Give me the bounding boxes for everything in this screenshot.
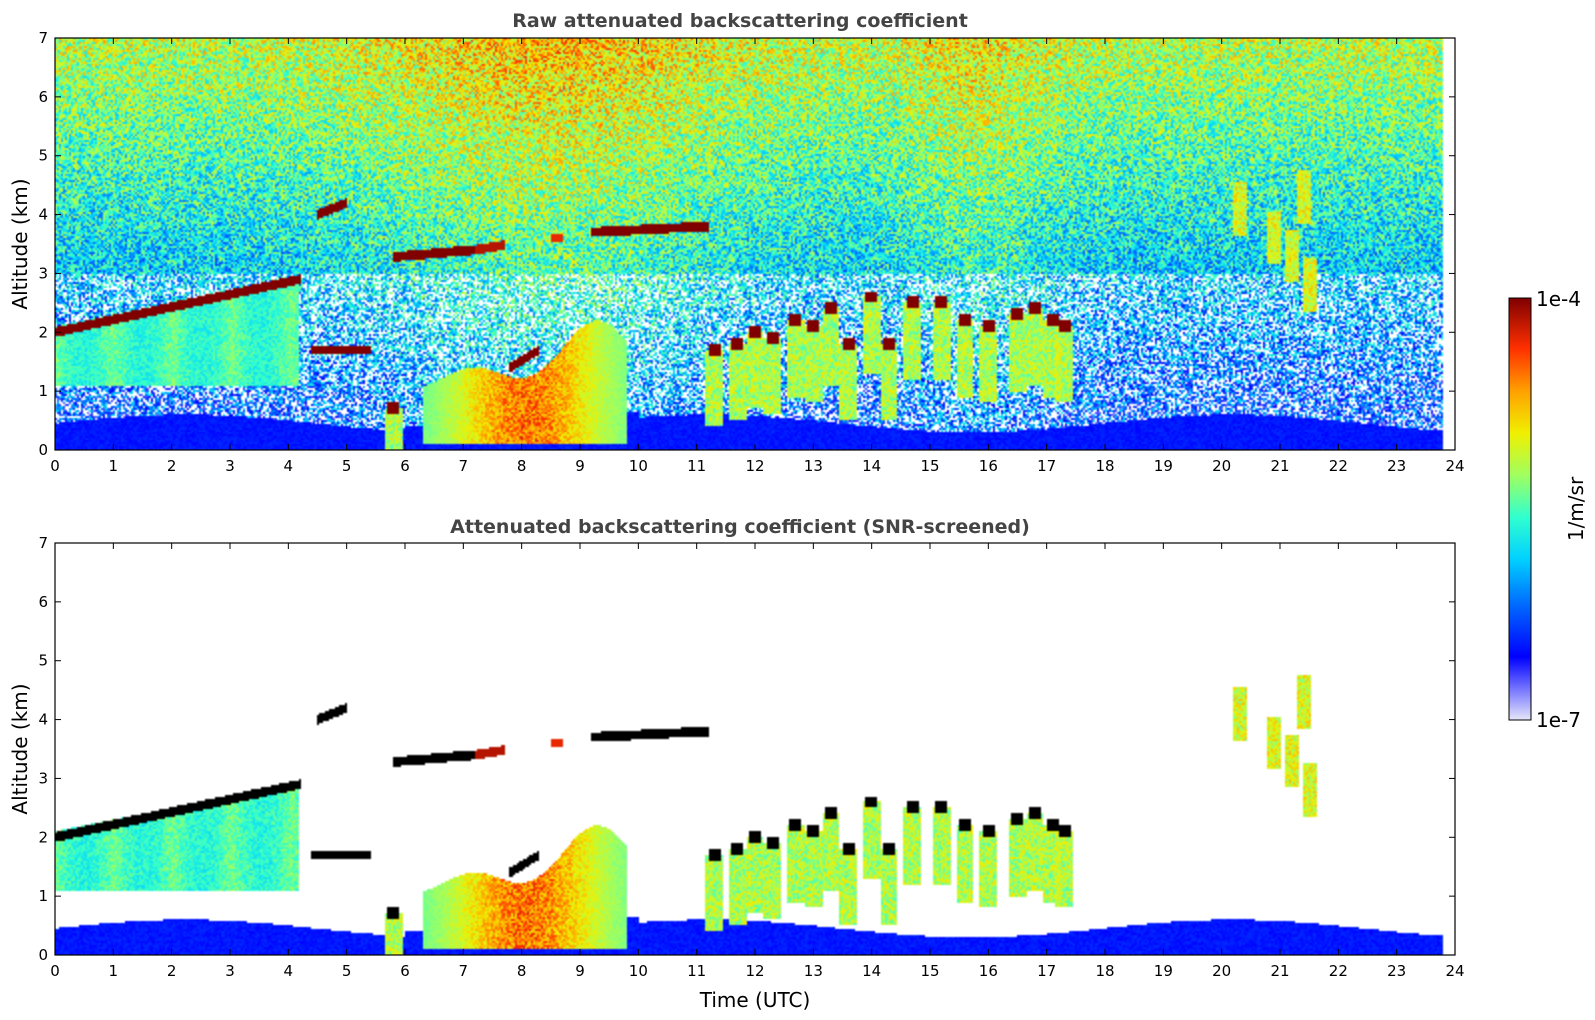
x-tick-label: 9 [575, 457, 585, 475]
x-tick-label: 24 [1445, 457, 1464, 475]
x-tick-label: 9 [575, 962, 585, 980]
y-tick-label: 3 [38, 264, 48, 282]
x-tick-label: 4 [284, 457, 294, 475]
x-tick-label: 12 [745, 457, 764, 475]
x-tick-label: 18 [1095, 457, 1114, 475]
y-tick-label: 5 [38, 652, 48, 670]
panel-screened-plot-area [55, 543, 1455, 955]
colorbar: 1e-4 1e-7 1/m/sr [1508, 287, 1588, 732]
x-tick-label: 18 [1095, 962, 1114, 980]
panel-screened-xticks: 0 1 2 3 4 5 6 7 8 9 10 11 12 13 14 15 16 17 18 19 20 21 22 23 24 [50, 543, 1465, 980]
x-tick-label: 2 [167, 457, 177, 475]
colorbar-min-label: 1e-7 [1536, 708, 1581, 732]
x-tick-label: 8 [517, 457, 527, 475]
x-tick-label: 0 [50, 962, 60, 980]
x-tick-label: 14 [862, 962, 881, 980]
x-tick-label: 10 [629, 962, 648, 980]
x-tick-label: 11 [687, 457, 706, 475]
x-tick-label: 15 [920, 962, 939, 980]
y-tick-label: 4 [38, 711, 48, 729]
x-tick-label: 5 [342, 962, 352, 980]
y-tick-label: 2 [38, 828, 48, 846]
x-tick-label: 15 [920, 457, 939, 475]
panel-screened-title: Attenuated backscattering coefficient (S… [450, 516, 1030, 538]
x-tick-label: 8 [517, 962, 527, 980]
y-tick-label: 4 [38, 206, 48, 224]
y-tick-label: 0 [38, 441, 48, 459]
x-tick-label: 1 [109, 962, 119, 980]
x-tick-label: 17 [1037, 962, 1056, 980]
y-tick-label: 1 [38, 887, 48, 905]
panel-raw-title: Raw attenuated backscattering coefficien… [512, 10, 968, 32]
panel-raw-plot-area [55, 38, 1455, 450]
x-tick-label: 3 [225, 962, 235, 980]
y-tick-label: 0 [38, 946, 48, 964]
colorbar-gradient [1508, 297, 1532, 721]
x-tick-label: 20 [1212, 962, 1231, 980]
x-tick-label: 12 [745, 962, 764, 980]
panel-raw-ylabel: Altitude (km) [8, 178, 32, 309]
x-tick-label: 23 [1387, 962, 1406, 980]
x-tick-label: 2 [167, 962, 177, 980]
panel-screened-heatmap [55, 543, 1455, 955]
x-tick-label: 7 [459, 457, 469, 475]
x-tick-label: 16 [979, 457, 998, 475]
x-tick-label: 0 [50, 457, 60, 475]
x-tick-label: 19 [1154, 457, 1173, 475]
y-tick-label: 7 [38, 534, 48, 552]
y-tick-label: 6 [38, 593, 48, 611]
x-tick-label: 1 [109, 457, 119, 475]
x-tick-label: 6 [400, 457, 410, 475]
panel-raw: Raw attenuated backscattering coefficien… [8, 10, 1465, 475]
x-tick-label: 21 [1270, 962, 1289, 980]
panel-raw-heatmap [55, 38, 1455, 450]
panel-screened-yticks: 0 1 2 3 4 5 6 7 [38, 534, 1455, 964]
x-tick-label: 16 [979, 962, 998, 980]
x-tick-label: 13 [804, 962, 823, 980]
panel-screened-ylabel: Altitude (km) [8, 683, 32, 814]
x-tick-label: 17 [1037, 457, 1056, 475]
x-tick-label: 11 [687, 962, 706, 980]
x-tick-label: 22 [1329, 962, 1348, 980]
y-tick-label: 6 [38, 88, 48, 106]
y-tick-label: 3 [38, 769, 48, 787]
x-tick-label: 13 [804, 457, 823, 475]
x-tick-label: 7 [459, 962, 469, 980]
x-tick-label: 5 [342, 457, 352, 475]
x-tick-label: 6 [400, 962, 410, 980]
panel-screened: Attenuated backscattering coefficient (S… [8, 516, 1465, 1012]
colorbar-max-label: 1e-4 [1536, 287, 1581, 311]
x-tick-label: 4 [284, 962, 294, 980]
panel-raw-yticks: 0 1 2 3 4 5 6 7 [38, 29, 1455, 459]
y-tick-label: 5 [38, 147, 48, 165]
y-tick-label: 1 [38, 382, 48, 400]
y-tick-label: 2 [38, 323, 48, 341]
x-tick-label: 22 [1329, 457, 1348, 475]
panel-raw-xticks: 0 1 2 3 4 5 6 7 8 9 10 11 12 13 14 15 16 17 18 19 20 21 22 23 24 [50, 38, 1465, 475]
x-tick-label: 23 [1387, 457, 1406, 475]
x-tick-label: 14 [862, 457, 881, 475]
x-tick-label: 19 [1154, 962, 1173, 980]
y-tick-label: 7 [38, 29, 48, 47]
colorbar-unit-label: 1/m/sr [1564, 476, 1588, 541]
x-tick-label: 20 [1212, 457, 1231, 475]
x-tick-label: 21 [1270, 457, 1289, 475]
x-tick-label: 3 [225, 457, 235, 475]
panel-screened-xlabel: Time (UTC) [699, 988, 811, 1012]
x-tick-label: 10 [629, 457, 648, 475]
x-tick-label: 24 [1445, 962, 1464, 980]
